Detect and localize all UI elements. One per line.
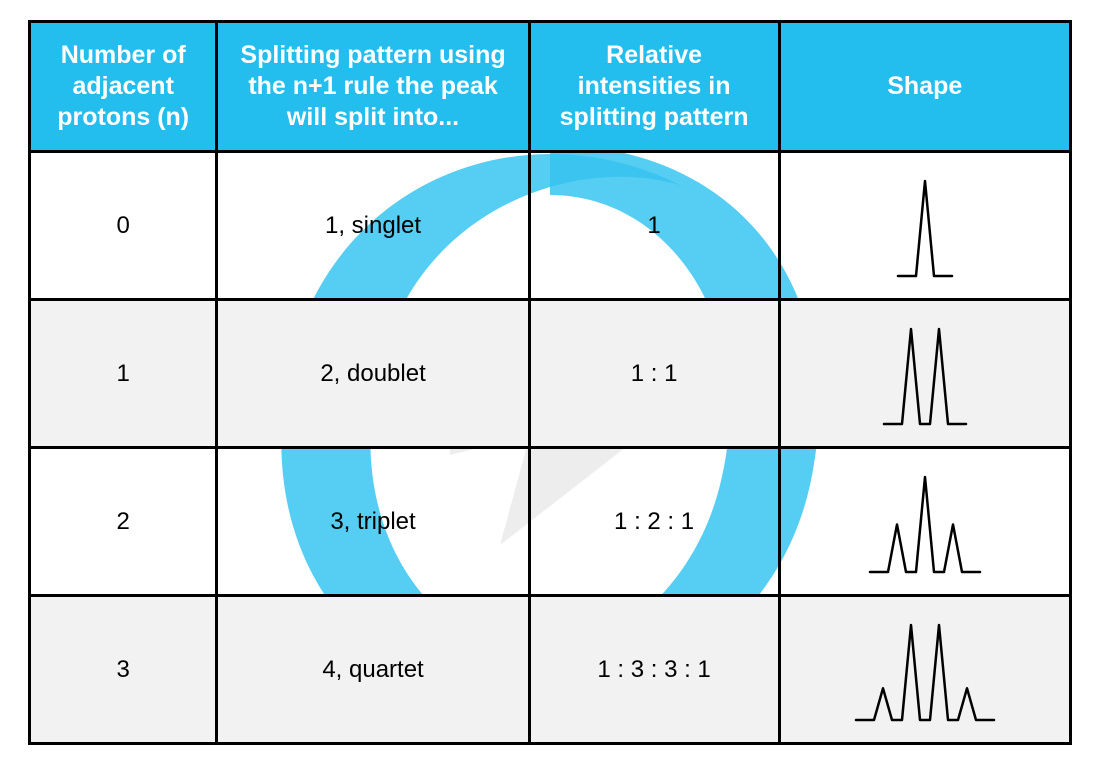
cell-shape <box>779 152 1071 300</box>
table-row: 2 3, triplet 1 : 2 : 1 <box>30 448 1071 596</box>
peak-shape-svg <box>845 610 1005 730</box>
peak-shape-svg <box>845 166 1005 286</box>
peak-shape-svg <box>845 314 1005 434</box>
cell-intensities: 1 : 1 <box>529 300 779 448</box>
cell-n: 2 <box>30 448 217 596</box>
cell-shape <box>779 300 1071 448</box>
nmr-splitting-table-container: Number of adjacent protons (n) Splitting… <box>28 20 1072 745</box>
header-pattern: Splitting pattern using the n+1 rule the… <box>217 22 529 152</box>
cell-n: 0 <box>30 152 217 300</box>
nmr-splitting-table: Number of adjacent protons (n) Splitting… <box>28 20 1072 745</box>
cell-pattern: 3, triplet <box>217 448 529 596</box>
cell-shape <box>779 448 1071 596</box>
table-row: 0 1, singlet 1 <box>30 152 1071 300</box>
cell-shape <box>779 596 1071 744</box>
header-n: Number of adjacent protons (n) <box>30 22 217 152</box>
peak-shape-svg <box>845 462 1005 582</box>
cell-pattern: 1, singlet <box>217 152 529 300</box>
cell-pattern: 4, quartet <box>217 596 529 744</box>
cell-intensities: 1 : 3 : 3 : 1 <box>529 596 779 744</box>
cell-pattern: 2, doublet <box>217 300 529 448</box>
table-row: 3 4, quartet 1 : 3 : 3 : 1 <box>30 596 1071 744</box>
header-shape: Shape <box>779 22 1071 152</box>
cell-n: 1 <box>30 300 217 448</box>
table-row: 1 2, doublet 1 : 1 <box>30 300 1071 448</box>
cell-intensities: 1 <box>529 152 779 300</box>
cell-intensities: 1 : 2 : 1 <box>529 448 779 596</box>
cell-n: 3 <box>30 596 217 744</box>
header-intensities: Relative intensities in splitting patter… <box>529 22 779 152</box>
header-row: Number of adjacent protons (n) Splitting… <box>30 22 1071 152</box>
